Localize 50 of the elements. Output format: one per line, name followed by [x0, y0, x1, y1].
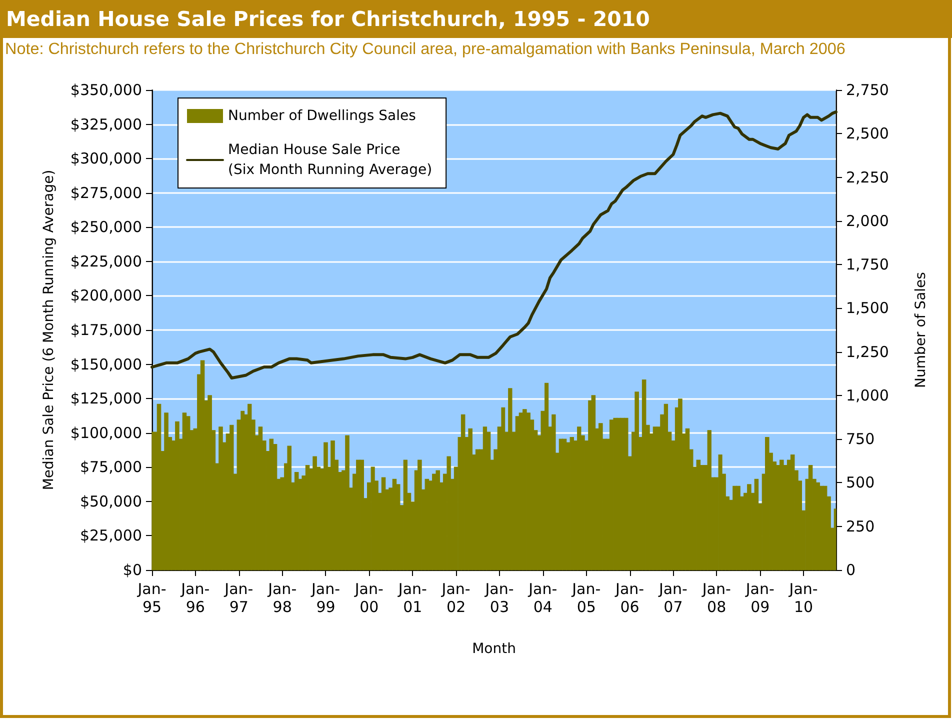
y-tick-label: $225,000	[70, 252, 142, 270]
x-tick-label: Jan- 04	[528, 580, 558, 616]
y-tick-label: $125,000	[70, 390, 142, 408]
y-tick-label: $75,000	[80, 458, 142, 476]
x-tick-label: Jan- 06	[614, 580, 644, 616]
x-tick-label: Jan- 02	[440, 580, 470, 616]
y-axis-title: Median Sale Price (6 Month Running Average)	[41, 170, 57, 490]
y-tick-label: $300,000	[70, 150, 142, 168]
y2-axis-title: Number of Sales	[913, 272, 929, 388]
legend-label: Number of Dwellings Sales	[228, 108, 416, 124]
y-tick-label: $0	[122, 561, 142, 579]
x-tick-label: Jan- 98	[267, 580, 297, 616]
y-tick-label: $250,000	[70, 218, 142, 236]
y-tick-label: $50,000	[80, 492, 142, 510]
text: Note: Christchurch refers to the Christchurch City Council area, pre-amalgamation with Banks Peninsula, March 2006	[5, 39, 846, 59]
y2-tick-label: 250	[846, 517, 875, 536]
y-tick-label: $200,000	[70, 286, 142, 305]
y-tick-label: $275,000	[70, 184, 142, 202]
y2-tick-label: 1,750	[846, 256, 889, 274]
y2-tick-label: 1,250	[846, 342, 889, 361]
x-tick-label: Jan- 00	[354, 580, 384, 616]
x-tick-label: Jan- 03	[484, 580, 514, 616]
y2-tick-label: 2,750	[846, 81, 889, 99]
y2-tick-label: 2,000	[846, 212, 889, 230]
y2-tick-label: 2,500	[846, 124, 889, 143]
x-tick-label: Jan- 95	[136, 580, 166, 616]
y2-tick-label: 1,000	[846, 386, 889, 404]
y-tick-label: $325,000	[70, 115, 142, 134]
y-tick-label: $100,000	[70, 424, 142, 442]
x-tick-label: Jan- 97	[224, 580, 254, 616]
y2-tick-label: 1,500	[846, 299, 889, 318]
y-tick-label: $150,000	[70, 355, 142, 374]
y-tick-label: $25,000	[80, 526, 142, 545]
x-tick-label: Jan- 96	[180, 580, 210, 616]
chart-title: Median House Sale Prices for Christchurch, 1995 - 2010	[6, 6, 650, 33]
x-tick-label: Jan- 08	[701, 580, 731, 616]
x-tick-label: Jan- 09	[744, 580, 774, 616]
x-axis-title: Month	[472, 641, 516, 657]
y2-tick-label: 750	[846, 430, 875, 448]
y2-tick-label: 2,250	[846, 168, 889, 186]
y2-tick-label: 500	[846, 474, 875, 492]
y-tick-label: $350,000	[70, 81, 142, 99]
x-tick-label: Jan- 01	[397, 580, 427, 616]
y2-tick-label: 0	[846, 561, 856, 579]
x-tick-label: Jan- 07	[658, 580, 688, 616]
legend-label: Median House Sale Price (Six Month Running Average)	[228, 142, 432, 178]
y-tick-label: $175,000	[70, 321, 142, 339]
x-tick-label: Jan- 10	[788, 580, 818, 616]
x-tick-label: Jan- 99	[310, 580, 340, 616]
x-tick-label: Jan- 05	[571, 580, 601, 616]
